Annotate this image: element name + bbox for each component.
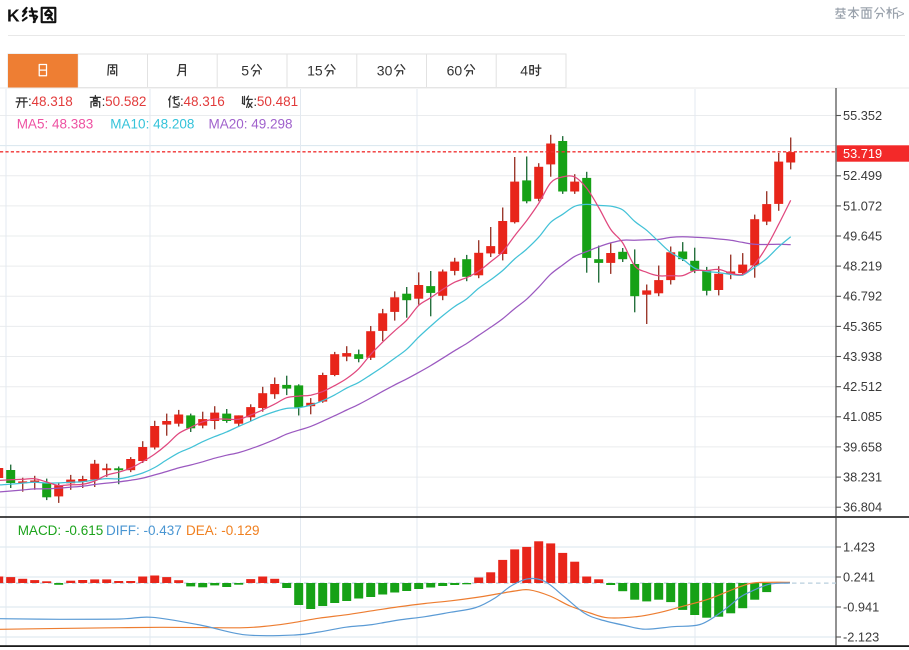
svg-text:K: K (7, 6, 20, 26)
svg-text:30: 30 (377, 63, 393, 79)
svg-text:50.481: 50.481 (257, 94, 298, 109)
svg-text:41.085: 41.085 (843, 409, 882, 424)
svg-text::: : (28, 94, 32, 109)
svg-text:48.316: 48.316 (184, 94, 225, 109)
svg-text:36.804: 36.804 (843, 500, 882, 515)
svg-text:50.582: 50.582 (105, 94, 146, 109)
svg-text:15: 15 (307, 63, 323, 79)
svg-text:55.352: 55.352 (843, 108, 882, 123)
svg-text:MACD: -0.615: MACD: -0.615 (18, 523, 104, 538)
svg-text:5: 5 (241, 63, 249, 79)
svg-text:0.241: 0.241 (843, 569, 875, 584)
svg-text:4: 4 (520, 63, 528, 79)
svg-text:DEA: -0.129: DEA: -0.129 (186, 523, 260, 538)
svg-text:49.645: 49.645 (843, 228, 882, 243)
svg-text:46.792: 46.792 (843, 289, 882, 304)
svg-text:MA20: 49.298: MA20: 49.298 (209, 117, 293, 132)
svg-text:1.423: 1.423 (843, 539, 875, 554)
svg-text:48.318: 48.318 (32, 94, 73, 109)
svg-text:39.658: 39.658 (843, 439, 882, 454)
svg-text:38.231: 38.231 (843, 470, 882, 485)
svg-text::: : (180, 94, 184, 109)
svg-text:52.499: 52.499 (843, 168, 882, 183)
svg-text:-2.123: -2.123 (843, 629, 879, 644)
svg-text:MA5: 48.383: MA5: 48.383 (17, 117, 94, 132)
svg-text:48.219: 48.219 (843, 259, 882, 274)
svg-text:53.719: 53.719 (843, 146, 882, 161)
svg-text:43.938: 43.938 (843, 349, 882, 364)
svg-text:60: 60 (447, 63, 463, 79)
svg-text:-0.941: -0.941 (843, 599, 879, 614)
svg-text:DIFF: -0.437: DIFF: -0.437 (106, 523, 182, 538)
svg-text:51.072: 51.072 (843, 198, 882, 213)
svg-text::: : (253, 94, 257, 109)
svg-text:42.512: 42.512 (843, 379, 882, 394)
svg-text:>: > (897, 6, 905, 21)
svg-text:45.365: 45.365 (843, 319, 882, 334)
svg-text:MA10: 48.208: MA10: 48.208 (110, 117, 194, 132)
svg-text::: : (102, 94, 106, 109)
